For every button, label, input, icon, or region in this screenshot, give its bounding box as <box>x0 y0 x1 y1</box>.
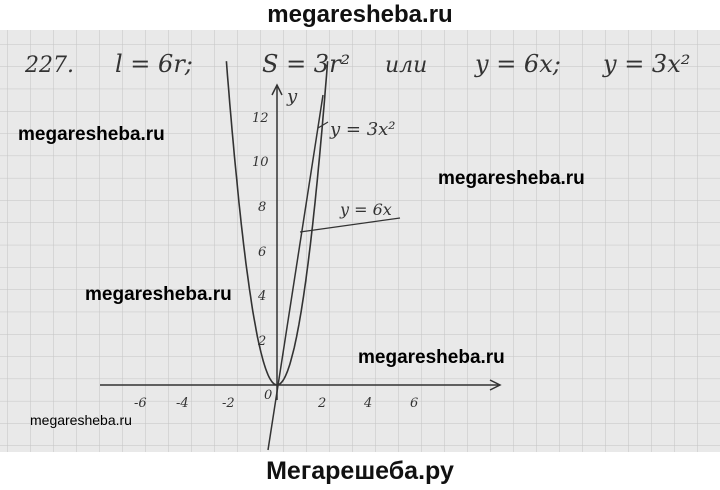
label-pointer-line <box>299 217 401 233</box>
watermark: megaresheba.ru <box>358 347 505 368</box>
watermark: megaresheba.ru <box>85 284 232 305</box>
conjunction: или <box>385 53 427 78</box>
y-tick: 10 <box>252 155 269 170</box>
problem-number: 227. <box>24 53 74 78</box>
watermark: megaresheba.ru <box>30 412 132 428</box>
grid-paper <box>0 30 720 452</box>
parabola-label: y = 3x² <box>329 119 396 140</box>
site-footer: Мегарешеба.ру <box>266 457 454 485</box>
parabola-curve <box>225 61 329 386</box>
x-tick: -4 <box>176 396 189 411</box>
watermark: megaresheba.ru <box>438 168 585 189</box>
equation-line: y = 6x; <box>474 50 561 78</box>
homework-photo: 227. l = 6r; S = 3r² или y = 6x; y = 3x²… <box>0 30 720 452</box>
handwritten-graph: 227. l = 6r; S = 3r² или y = 6x; y = 3x²… <box>0 30 720 452</box>
x-tick: -6 <box>134 396 147 411</box>
line-y-6x <box>267 94 324 451</box>
x-tick: 2 <box>317 396 326 411</box>
y-tick: 6 <box>258 245 266 260</box>
watermark: megaresheba.ru <box>18 124 165 145</box>
x-tick: 6 <box>410 396 418 411</box>
x-tick: 4 <box>363 396 372 411</box>
x-tick: 0 <box>264 388 272 403</box>
y-axis-label: y <box>286 86 298 107</box>
y-tick: 8 <box>258 200 266 215</box>
y-tick: 4 <box>257 289 266 304</box>
line-label: y = 6x <box>339 200 392 219</box>
label-pointer-parabola <box>317 121 329 129</box>
equation-s: S = 3r² <box>262 50 350 78</box>
x-tick: -2 <box>222 396 235 411</box>
site-header: megaresheba.ru <box>267 1 453 28</box>
x-axis-arrow-icon <box>489 379 502 391</box>
equation-l: l = 6r; <box>115 50 193 78</box>
y-tick: 12 <box>252 111 269 126</box>
y-tick: 2 <box>257 334 266 349</box>
y-axis-arrow-icon <box>271 83 283 96</box>
equation-parabola: y = 3x² <box>602 50 690 78</box>
